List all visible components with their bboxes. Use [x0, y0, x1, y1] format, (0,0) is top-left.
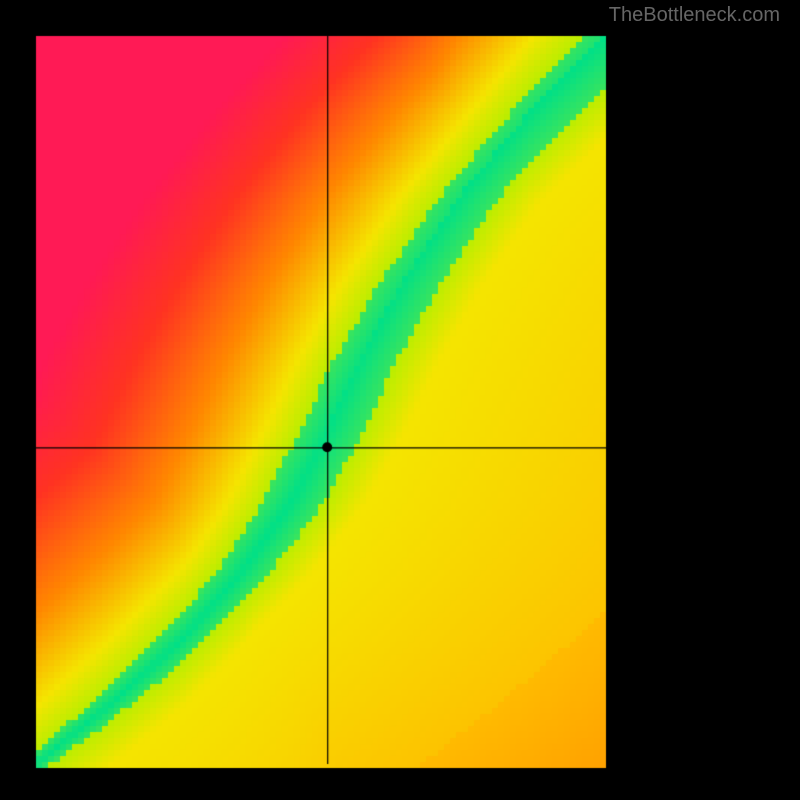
bottleneck-heatmap: [0, 0, 800, 800]
chart-container: TheBottleneck.com: [0, 0, 800, 800]
watermark-text: TheBottleneck.com: [609, 4, 780, 27]
